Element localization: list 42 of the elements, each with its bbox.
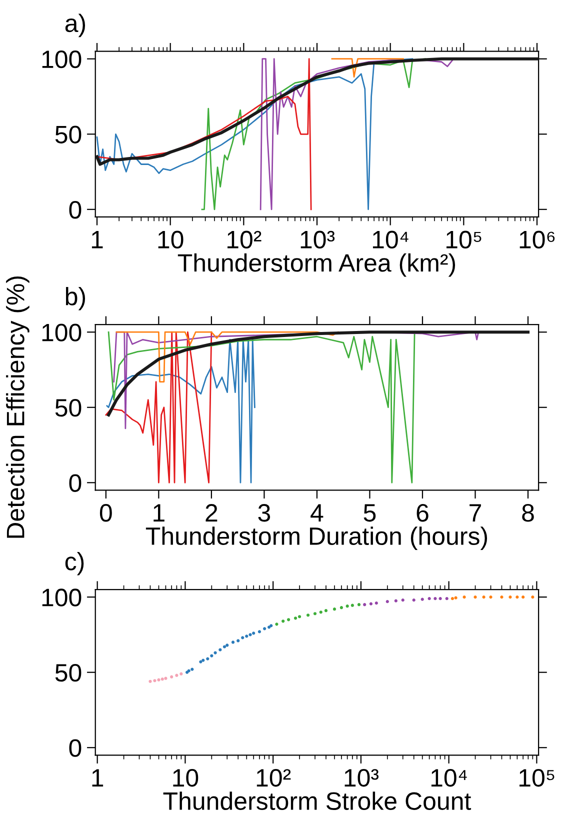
x-tick-label: 5 (364, 504, 376, 522)
y-tick-label: 0 (69, 474, 82, 492)
chart-title: b) (66, 287, 86, 310)
x-tick-label: 7 (470, 504, 481, 522)
x-tick-label: 1 (92, 231, 103, 248)
x-tick-label: 10³ (300, 230, 335, 248)
x-tick-label: 1 (154, 504, 164, 522)
x-tick-label: 10⁵ (520, 768, 554, 787)
line-series (105, 331, 212, 484)
x-tick-label: 4 (310, 504, 324, 522)
x-axis-title: Thunderstorm Stroke Count (163, 792, 472, 810)
y-tick-label: 100 (42, 588, 82, 606)
y-axis-title: Detection Efficiency (%) (6, 276, 30, 538)
x-axis-title: Thunderstorm Area (km²) (178, 253, 456, 277)
x-tick-label: 1 (92, 769, 104, 786)
line-series (116, 331, 339, 382)
y-tick-label: 0 (69, 739, 82, 757)
x-tick-label: 0 (100, 504, 112, 522)
x-tick-label: 10⁴ (431, 768, 467, 787)
y-tick-label: 50 (55, 664, 82, 682)
chart-title: c) (65, 552, 84, 576)
x-tick-label: 2 (206, 504, 218, 522)
x-tick-label: 8 (522, 504, 534, 522)
y-tick-label: 50 (55, 126, 82, 144)
x-tick-label: 10⁴ (372, 230, 408, 248)
x-tick-label: 10 (158, 230, 184, 248)
x-tick-label: 10² (228, 230, 262, 248)
line-series (106, 338, 256, 484)
y-tick-label: 100 (42, 324, 82, 342)
x-tick-label: 10² (256, 768, 291, 787)
x-tick-label: 6 (416, 504, 428, 522)
x-tick-label: 10 (173, 768, 198, 787)
y-tick-label: 100 (42, 50, 82, 68)
x-tick-label: 3 (258, 504, 270, 522)
chart-title: a) (65, 14, 86, 38)
x-axis-title: Thunderstorm Duration (hours) (146, 526, 488, 550)
x-tick-label: 10⁶ (520, 230, 555, 248)
y-tick-label: 50 (55, 398, 82, 417)
y-tick-label: 0 (69, 201, 82, 219)
x-tick-label: 10³ (344, 768, 379, 787)
line-series (107, 330, 530, 416)
x-tick-label: 10⁵ (446, 230, 482, 248)
